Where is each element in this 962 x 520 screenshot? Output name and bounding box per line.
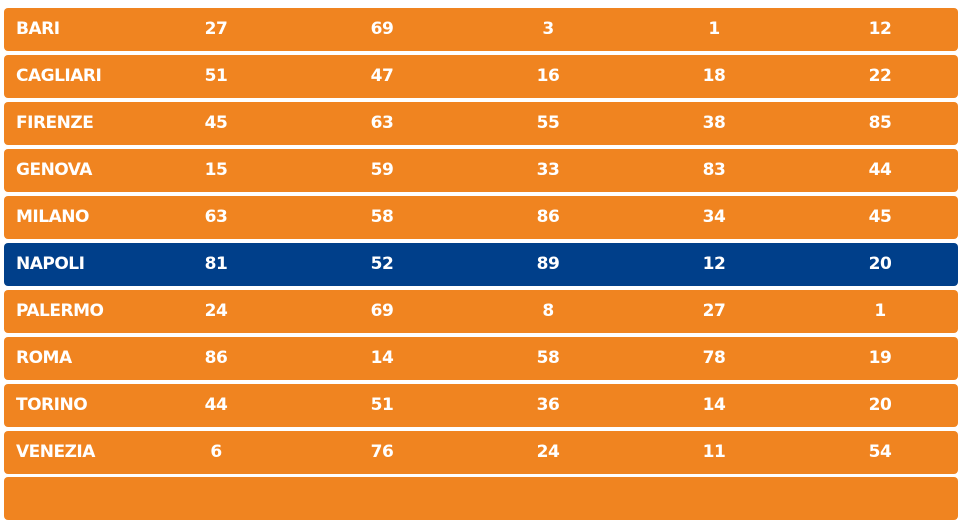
drawn-number: 45	[204, 113, 228, 133]
city-name: CAGLIARI	[16, 66, 102, 86]
table-row: ROMA 86 14 58 78 19	[4, 337, 958, 380]
drawn-number: 58	[370, 207, 394, 227]
drawn-number: 27	[702, 301, 726, 321]
drawn-number: 34	[702, 207, 726, 227]
drawn-number: 11	[702, 442, 726, 462]
drawn-number: 14	[702, 395, 726, 415]
drawn-number: 85	[868, 113, 892, 133]
drawn-number: 63	[370, 113, 394, 133]
drawn-number: 19	[868, 348, 892, 368]
drawn-number: 51	[370, 395, 394, 415]
city-name: PALERMO	[16, 301, 104, 321]
drawn-number: 54	[868, 442, 892, 462]
drawn-number: 18	[702, 66, 726, 86]
drawn-number: 14	[370, 348, 394, 368]
city-name: ROMA	[16, 348, 72, 368]
drawn-number: 52	[370, 254, 394, 274]
table-row: MILANO 63 58 86 34 45	[4, 196, 958, 239]
city-name: BARI	[16, 19, 60, 39]
drawn-number: 69	[370, 301, 394, 321]
drawn-number: 83	[702, 160, 726, 180]
drawn-number: 89	[536, 254, 560, 274]
drawn-number: 3	[542, 19, 554, 39]
drawn-number: 12	[702, 254, 726, 274]
drawn-number: 38	[702, 113, 726, 133]
drawn-number: 44	[204, 395, 228, 415]
drawn-number: 86	[536, 207, 560, 227]
table-row: TORINO 44 51 36 14 20	[4, 384, 958, 427]
drawn-number: 12	[868, 19, 892, 39]
table-row: FIRENZE 45 63 55 38 85	[4, 102, 958, 145]
drawn-number: 1	[874, 301, 886, 321]
page: BARI 27 69 3 1 12 CAGLIARI 51 47 16 18 22 FIRENZE 45 6…	[4, 8, 958, 520]
table-row: BARI 27 69 3 1 12	[4, 8, 958, 51]
city-name: GENOVA	[16, 160, 92, 180]
row-partial	[4, 477, 958, 520]
table-row: NAPOLI 81 52 89 12 20	[4, 243, 958, 286]
drawn-number: 16	[536, 66, 560, 86]
drawn-number: 33	[536, 160, 560, 180]
table-row: CAGLIARI 51 47 16 18 22	[4, 55, 958, 98]
drawn-number: 86	[204, 348, 228, 368]
table-row: VENEZIA 6 76 24 11 54	[4, 431, 958, 474]
drawn-number: 8	[542, 301, 554, 321]
drawn-number: 51	[204, 66, 228, 86]
drawn-number: 45	[868, 207, 892, 227]
drawn-number: 59	[370, 160, 394, 180]
drawn-number: 78	[702, 348, 726, 368]
drawn-number: 24	[536, 442, 560, 462]
drawn-number: 58	[536, 348, 560, 368]
drawn-number: 1	[708, 19, 720, 39]
drawn-number: 24	[204, 301, 228, 321]
drawn-number: 20	[868, 254, 892, 274]
drawn-number: 69	[370, 19, 394, 39]
city-name: FIRENZE	[16, 113, 94, 133]
drawn-number: 76	[370, 442, 394, 462]
drawn-number: 81	[204, 254, 228, 274]
drawn-number: 63	[204, 207, 228, 227]
drawn-number: 44	[868, 160, 892, 180]
city-name: VENEZIA	[16, 442, 95, 462]
table-row: GENOVA 15 59 33 83 44	[4, 149, 958, 192]
city-name: TORINO	[16, 395, 88, 415]
drawn-number: 22	[868, 66, 892, 86]
drawn-number: 15	[204, 160, 228, 180]
drawn-number: 55	[536, 113, 560, 133]
table-row: PALERMO 24 69 8 27 1	[4, 290, 958, 333]
city-name: NAPOLI	[16, 254, 85, 274]
drawn-number: 36	[536, 395, 560, 415]
drawn-number: 6	[210, 442, 222, 462]
drawn-number: 20	[868, 395, 892, 415]
drawn-number: 47	[370, 66, 394, 86]
drawn-number: 27	[204, 19, 228, 39]
city-name: MILANO	[16, 207, 89, 227]
